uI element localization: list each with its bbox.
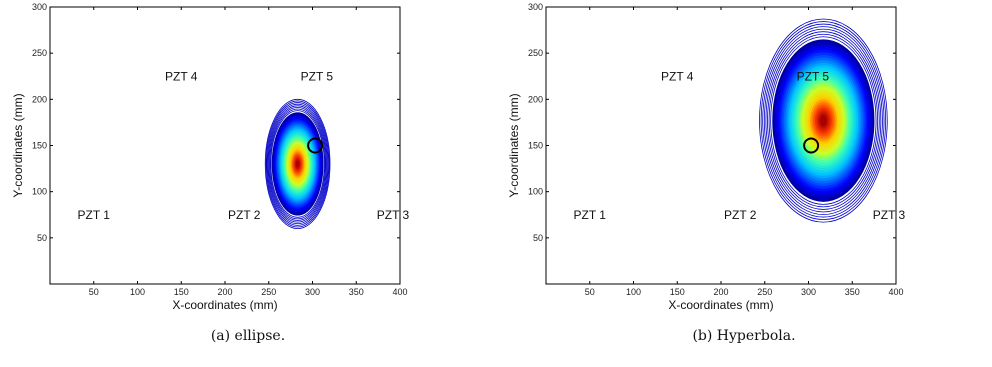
x-tick-label: 150 [174, 287, 189, 297]
x-tick-label: 300 [801, 287, 816, 297]
y-tick-label: 100 [528, 187, 543, 197]
chart-b: PZT 1 PZT 2 PZT 3 PZT 4 PZT 5 50 100 150 200 250 3… [507, 2, 906, 312]
y-tick-label: 200 [528, 94, 543, 104]
contour-ring [269, 108, 326, 220]
x-tick-label: 350 [845, 287, 860, 297]
damage-marker [307, 137, 324, 154]
contour-ring [268, 107, 327, 221]
caption-a: (a) ellipse. [210, 328, 286, 344]
contour-ring [770, 36, 877, 205]
x-tick-label: 50 [89, 287, 99, 297]
chart-a: PZT 1 PZT 2 PZT 3 PZT 4 PZT 5 50 100 150 200 250 3… [11, 2, 410, 312]
x-axis-label: X-coordinates (mm) [172, 298, 277, 312]
contour-ring [266, 102, 329, 226]
contour-ring [267, 103, 328, 225]
y-tick-label: 300 [528, 2, 543, 12]
contour-ring [767, 31, 880, 210]
chart-panel-b: PZT 1 PZT 2 PZT 3 PZT 4 PZT 5 50 100 150 200 250 3… [496, 0, 992, 367]
contour-ring [759, 18, 888, 223]
sensor-label: PZT 4 [165, 69, 198, 83]
sensor-label: PZT 4 [661, 69, 694, 83]
y-tick-label: 50 [533, 233, 543, 243]
y-tick-label: 250 [32, 48, 47, 58]
sensor-label: PZT 5 [301, 69, 334, 83]
contour-level [295, 160, 300, 168]
x-axis-label: X-coordinates (mm) [668, 298, 773, 312]
x-tick-label: 400 [888, 287, 903, 297]
contour-ring [268, 105, 328, 223]
contour-ring [765, 28, 882, 213]
probability-contours [264, 98, 331, 229]
y-tick-label: 50 [37, 233, 47, 243]
contour-ring [762, 23, 885, 218]
damage-marker [803, 137, 820, 154]
sensor-label: PZT 2 [228, 208, 261, 222]
x-tick-label: 100 [130, 287, 145, 297]
x-tick-label: 350 [349, 287, 364, 297]
y-tick-label: 250 [528, 48, 543, 58]
contour-ring [760, 21, 887, 220]
plot-frame [49, 6, 401, 285]
x-tick-label: 100 [626, 287, 641, 297]
contour-ring [264, 98, 331, 229]
sensor-label: PZT 2 [724, 208, 757, 222]
x-tick-label: 250 [261, 287, 276, 297]
sensor-label: PZT 1 [78, 208, 111, 222]
probability-contours [759, 18, 888, 223]
caption-b: (b) Hyperbola. [692, 328, 796, 344]
y-tick-label: 150 [32, 141, 47, 151]
contour-level [819, 114, 827, 127]
contour-ring [768, 33, 879, 208]
contour-ring [265, 100, 330, 228]
x-tick-label: 400 [392, 287, 407, 297]
x-tick-label: 150 [670, 287, 685, 297]
y-tick-label: 150 [528, 141, 543, 151]
y-axis-label: Y-coordinates (mm) [11, 93, 25, 197]
chart-panel-a: PZT 1 PZT 2 PZT 3 PZT 4 PZT 5 50 100 150 200 250 3… [11, 2, 410, 344]
sensor-label: PZT 5 [797, 69, 830, 83]
sensor-label: PZT 1 [574, 208, 607, 222]
y-tick-label: 300 [32, 2, 47, 12]
y-axis-label: Y-coordinates (mm) [507, 93, 521, 197]
contour-ring [270, 110, 325, 218]
x-tick-label: 200 [217, 287, 232, 297]
x-tick-label: 250 [757, 287, 772, 297]
sensor-label: PZT 3 [873, 208, 906, 222]
y-tick-label: 200 [32, 94, 47, 104]
sensor-label: PZT 3 [377, 208, 410, 222]
x-tick-label: 200 [713, 287, 728, 297]
x-tick-label: 300 [305, 287, 320, 297]
contour-ring [763, 26, 883, 215]
x-tick-label: 50 [585, 287, 595, 297]
y-tick-label: 100 [32, 187, 47, 197]
